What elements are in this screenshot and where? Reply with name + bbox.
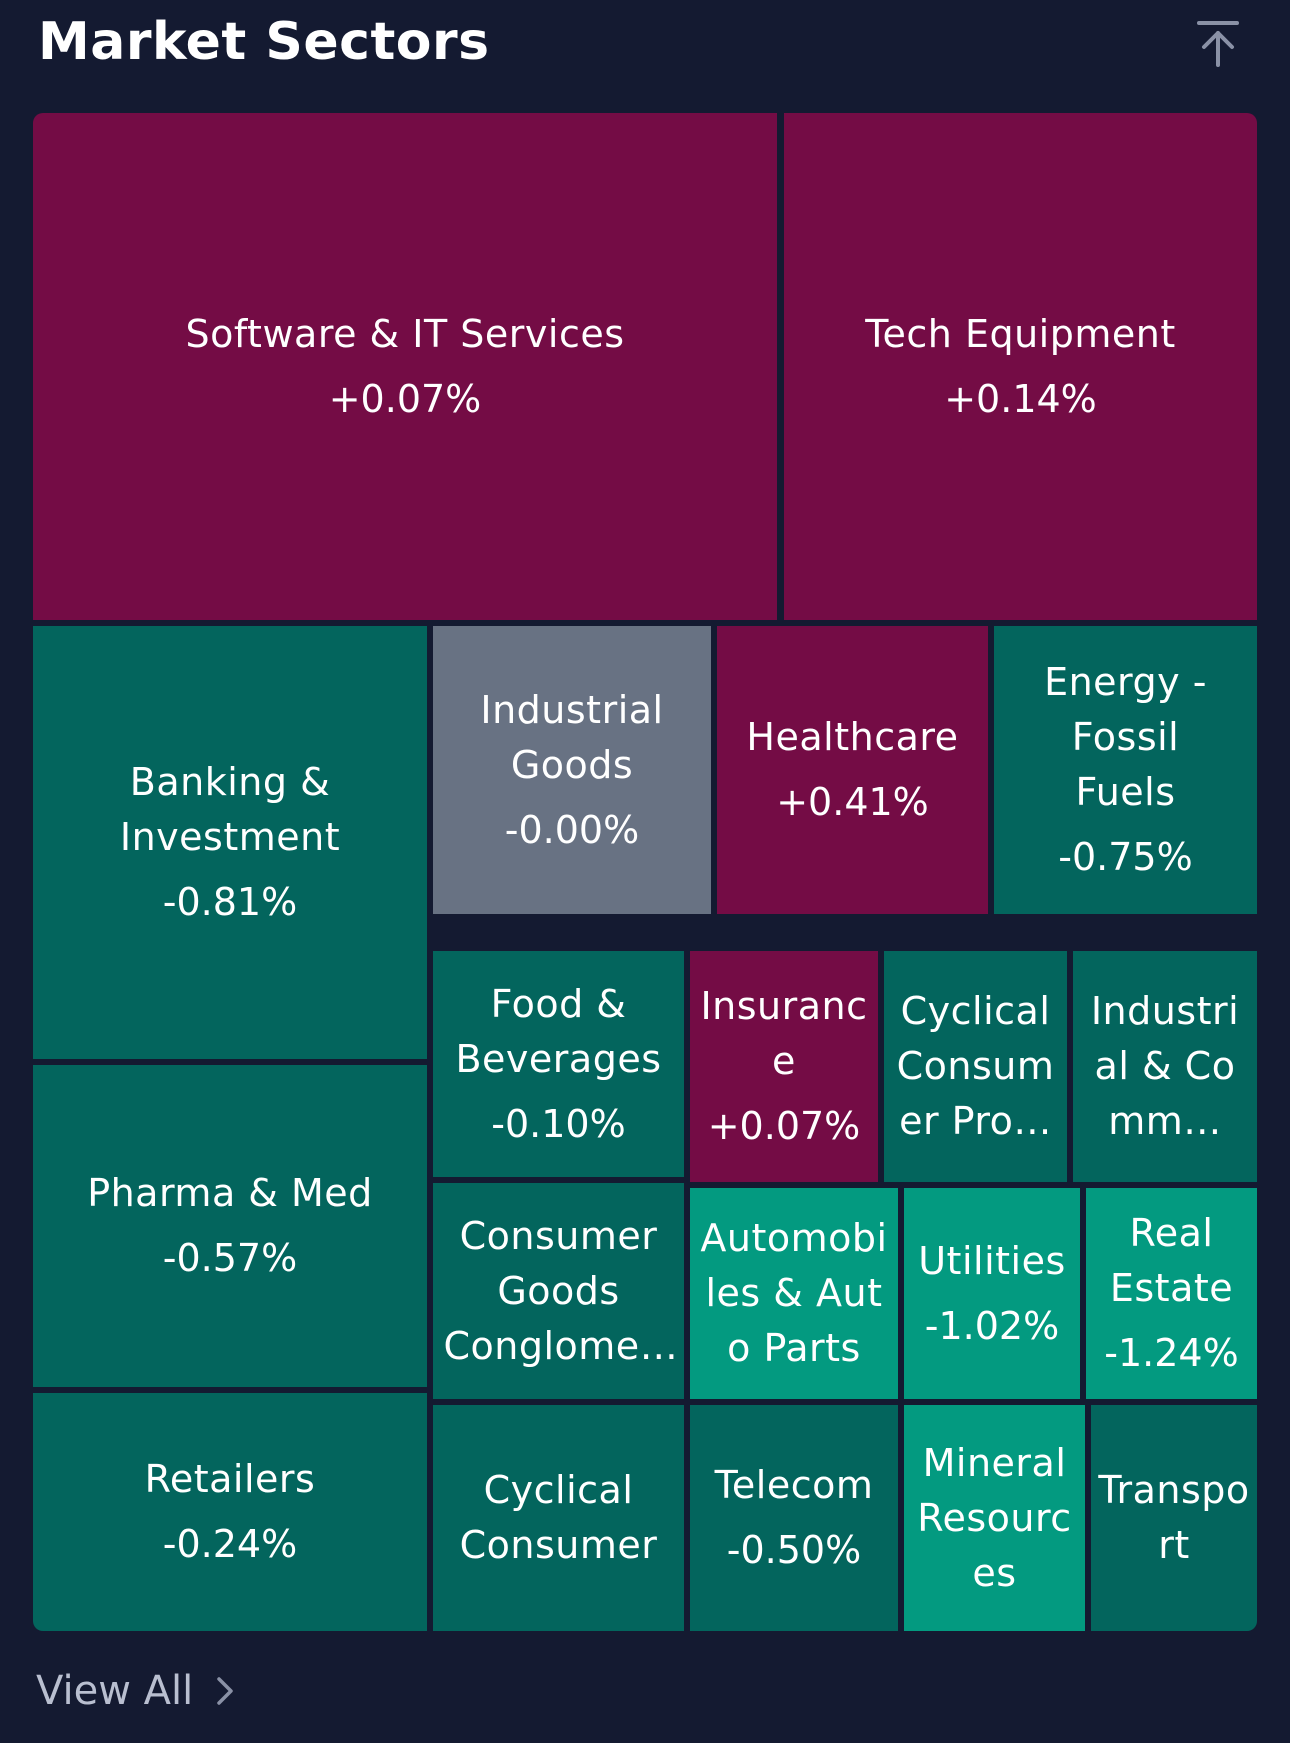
sector-treemap: Software & IT Services +0.07% Tech Equip… [33, 113, 1257, 1631]
sector-name: Cyclical Consumer Pro… [896, 989, 1055, 1143]
sector-change: +0.14% [944, 376, 1097, 421]
sector-name: Tech Equipment [865, 311, 1176, 356]
sector-name: Insurance [700, 984, 868, 1083]
sector-name: Retailers [144, 1457, 316, 1501]
sector-name: Banking & Investment [119, 760, 341, 859]
sector-name: Transport [1098, 1468, 1250, 1567]
sector-change: +0.41% [776, 780, 929, 824]
sector-name: Telecom [714, 1463, 874, 1507]
sector-name: Mineral Resources [917, 1440, 1072, 1595]
sector-tile-cyclical-consumer-products[interactable]: Cyclical Consumer Pro… [884, 951, 1067, 1182]
sector-tile-healthcare[interactable]: Healthcare +0.41% [717, 626, 988, 914]
sector-change: -1.02% [924, 1303, 1060, 1348]
sector-tile-energy-fossil-fuels[interactable]: Energy - Fossil Fuels -0.75% [994, 626, 1257, 914]
sector-change: -0.24% [162, 1522, 298, 1566]
sector-change: -1.24% [1104, 1331, 1239, 1375]
sector-tile-insurance[interactable]: Insurance +0.07% [690, 951, 878, 1182]
sector-tile-cyclical-consumer[interactable]: Cyclical Consumer [433, 1405, 684, 1631]
sector-name: Food & Beverages [455, 981, 662, 1081]
sector-tile-pharma-med[interactable]: Pharma & Med -0.57% [33, 1065, 427, 1387]
sector-tile-automobiles-auto-parts[interactable]: Automobiles & Auto Parts [690, 1188, 898, 1399]
sector-name: Real Estate [1109, 1211, 1234, 1310]
sector-tile-food-beverages[interactable]: Food & Beverages -0.10% [433, 951, 684, 1177]
sector-tile-real-estate[interactable]: Real Estate -1.24% [1086, 1188, 1257, 1399]
sector-change: +0.07% [328, 376, 482, 421]
sector-change: -0.75% [1058, 835, 1193, 879]
sector-tile-retailers[interactable]: Retailers -0.24% [33, 1393, 427, 1631]
sector-change: -0.00% [504, 807, 640, 852]
sector-tile-industrial-commercial[interactable]: Industrial & Comm… [1073, 951, 1257, 1182]
sector-name: Industrial & Comm… [1090, 989, 1240, 1143]
sector-name: Cyclical Consumer [459, 1468, 658, 1567]
arrow-up-to-top-icon [1197, 21, 1239, 67]
sector-change: -0.50% [726, 1528, 862, 1572]
sector-name: Software & IT Services [185, 311, 625, 356]
chevron-right-icon [215, 1675, 235, 1707]
sector-name: Pharma & Med [87, 1171, 373, 1215]
sector-tile-banking-investment[interactable]: Banking & Investment -0.81% [33, 626, 427, 1059]
sector-tile-transport[interactable]: Transport [1091, 1405, 1257, 1631]
sector-tile-industrial-goods[interactable]: Industrial Goods -0.00% [433, 626, 711, 914]
sector-tile-consumer-goods-conglomerates[interactable]: Consumer Goods Conglome… [433, 1183, 684, 1399]
sector-change: -0.57% [162, 1236, 298, 1280]
sector-name: Industrial Goods [480, 687, 664, 787]
sector-tile-telecom[interactable]: Telecom -0.50% [690, 1405, 898, 1631]
sector-name: Energy - Fossil Fuels [1044, 660, 1207, 814]
sector-name: Utilities [918, 1238, 1066, 1283]
view-all-label: View All [36, 1668, 194, 1714]
collapse-button[interactable] [1190, 16, 1246, 72]
sector-tile-utilities[interactable]: Utilities -1.02% [904, 1188, 1080, 1399]
sector-tile-software-it[interactable]: Software & IT Services +0.07% [33, 113, 777, 620]
view-all-link[interactable]: View All [36, 1668, 235, 1714]
sector-name: Consumer Goods Conglome… [443, 1213, 679, 1368]
sector-change: -0.10% [491, 1101, 626, 1146]
sector-change: -0.81% [162, 880, 298, 924]
sector-name: Automobiles & Auto Parts [700, 1216, 888, 1370]
sector-change: +0.07% [707, 1104, 861, 1148]
sector-name: Healthcare [746, 715, 959, 759]
sector-tile-tech-equipment[interactable]: Tech Equipment +0.14% [784, 113, 1257, 620]
page-title: Market Sectors [38, 12, 490, 72]
sector-tile-mineral-resources[interactable]: Mineral Resources [904, 1405, 1085, 1631]
